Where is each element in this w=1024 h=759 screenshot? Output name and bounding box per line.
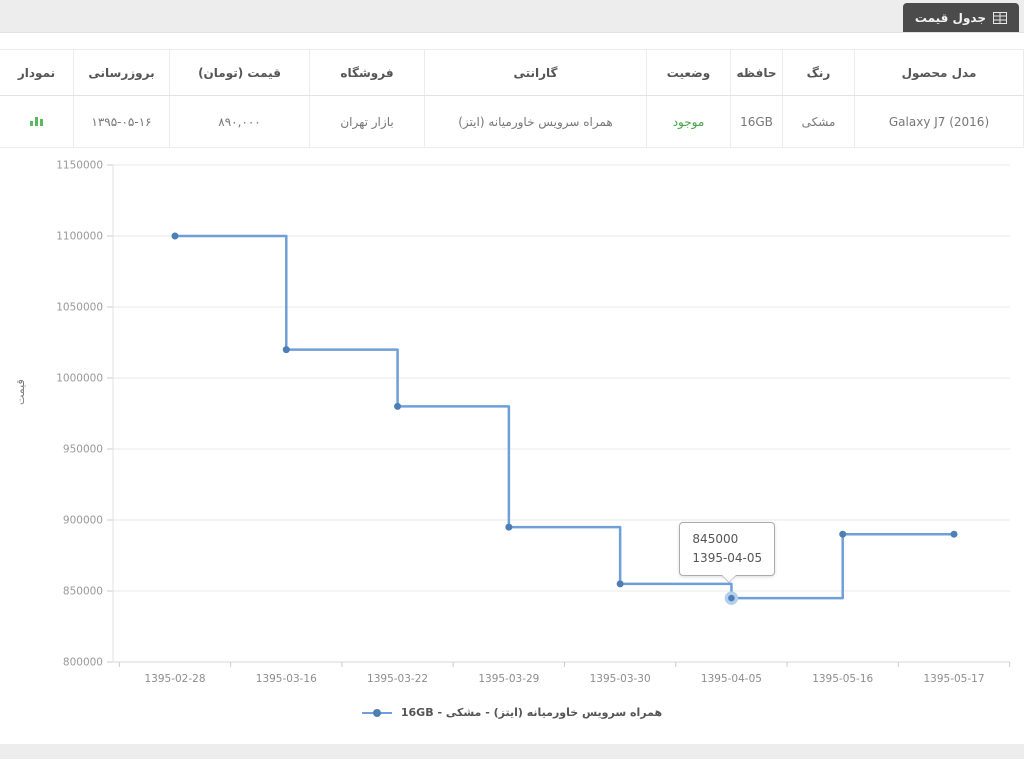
price-table-tab-label: جدول قیمت (914, 10, 986, 25)
chart-point[interactable] (616, 580, 624, 588)
cell-color: مشکی (782, 95, 855, 148)
chart-point[interactable] (282, 346, 290, 354)
cell-status: موجود (646, 95, 731, 148)
chart-point[interactable] (950, 530, 958, 538)
cell-updated: ۱۳۹۵-۰۵-۱۶ (73, 95, 170, 148)
price-chart-svg: 1150000 1100000 1050000 1000000 950000 900000… (56, 160, 1011, 686)
svg-text:1395-03-16: 1395-03-16 (256, 673, 317, 685)
chart-tooltip: 845000 1395-04-05 (679, 522, 776, 584)
column-header-model: مدل محصول (854, 49, 1024, 96)
table-header-row: مدل محصول رنگ حافظه وضعیت گارانتی فروشگا… (0, 49, 1024, 96)
svg-text:900000: 900000 (63, 515, 103, 527)
chart-point[interactable] (505, 523, 513, 531)
column-header-price: قیمت (تومان) (169, 49, 310, 96)
status-badge: موجود (672, 114, 705, 129)
cell-chart (0, 95, 74, 148)
svg-text:1395-03-30: 1395-03-30 (590, 673, 651, 685)
svg-text:800000: 800000 (63, 657, 103, 669)
svg-text:1395-05-16: 1395-05-16 (812, 673, 873, 685)
mini-bar-chart-icon[interactable] (29, 114, 44, 126)
svg-text:950000: 950000 (63, 444, 103, 456)
cell-model: Galaxy J7 (2016) (854, 95, 1024, 148)
cell-warranty: همراه سرویس خاورمیانه (ایتز) (424, 95, 647, 148)
legend-label: همراه سرویس خاورمیانه (ایتز) - مشکی - 16… (400, 706, 663, 719)
price-table-tab[interactable]: جدول قیمت (902, 3, 1019, 32)
svg-text:1395-05-17: 1395-05-17 (923, 673, 984, 685)
y-axis-title: قیمت (14, 379, 27, 405)
column-header-store: فروشگاه (309, 49, 425, 96)
chart-point[interactable] (171, 232, 179, 240)
table-grid-icon (993, 11, 1007, 24)
svg-text:1150000: 1150000 (56, 160, 103, 172)
price-series (171, 232, 958, 605)
column-header-warranty: گارانتی (424, 49, 647, 96)
chart-point[interactable] (839, 530, 847, 538)
column-header-memory: حافظه (730, 49, 783, 96)
svg-text:1395-03-29: 1395-03-29 (478, 673, 539, 685)
gridlines (113, 164, 1010, 663)
svg-text:1395-03-22: 1395-03-22 (367, 673, 428, 685)
content-card: مدل محصول رنگ حافظه وضعیت گارانتی فروشگا… (0, 32, 1024, 744)
tooltip-value: 845000 (692, 532, 739, 547)
column-header-updated: بروزرسانی (73, 49, 170, 96)
tooltip-date: 1395-04-05 (692, 550, 763, 565)
cell-price: ۸۹۰,۰۰۰ (169, 95, 310, 148)
chart-point-highlighted[interactable] (724, 591, 739, 605)
price-history-chart[interactable]: 1150000 1100000 1050000 1000000 950000 900000… (0, 150, 1024, 695)
axis-labels: 1150000 1100000 1050000 1000000 950000 900000… (56, 160, 984, 686)
price-table: مدل محصول رنگ حافظه وضعیت گارانتی فروشگا… (0, 49, 1024, 148)
chart-legend[interactable]: همراه سرویس خاورمیانه (ایتز) - مشکی - 16… (0, 706, 1024, 719)
chart-point[interactable] (394, 402, 402, 410)
cell-store[interactable]: بازار تهران (309, 95, 425, 148)
axes (107, 164, 1011, 667)
column-header-color: رنگ (782, 49, 855, 96)
cell-memory: 16GB (730, 95, 783, 148)
price-line (175, 234, 954, 600)
column-header-status: وضعیت (646, 49, 731, 96)
column-header-chart: نمودار (0, 49, 74, 96)
svg-text:1000000: 1000000 (56, 373, 103, 385)
svg-text:1050000: 1050000 (56, 302, 103, 314)
svg-text:1100000: 1100000 (56, 231, 103, 243)
legend-line-marker-icon (361, 708, 392, 717)
svg-text:1395-04-05: 1395-04-05 (701, 673, 762, 685)
svg-text:1395-02-28: 1395-02-28 (144, 673, 205, 685)
table-row: Galaxy J7 (2016) مشکی 16GB موجود همراه س… (0, 95, 1024, 148)
svg-text:850000: 850000 (63, 586, 103, 598)
